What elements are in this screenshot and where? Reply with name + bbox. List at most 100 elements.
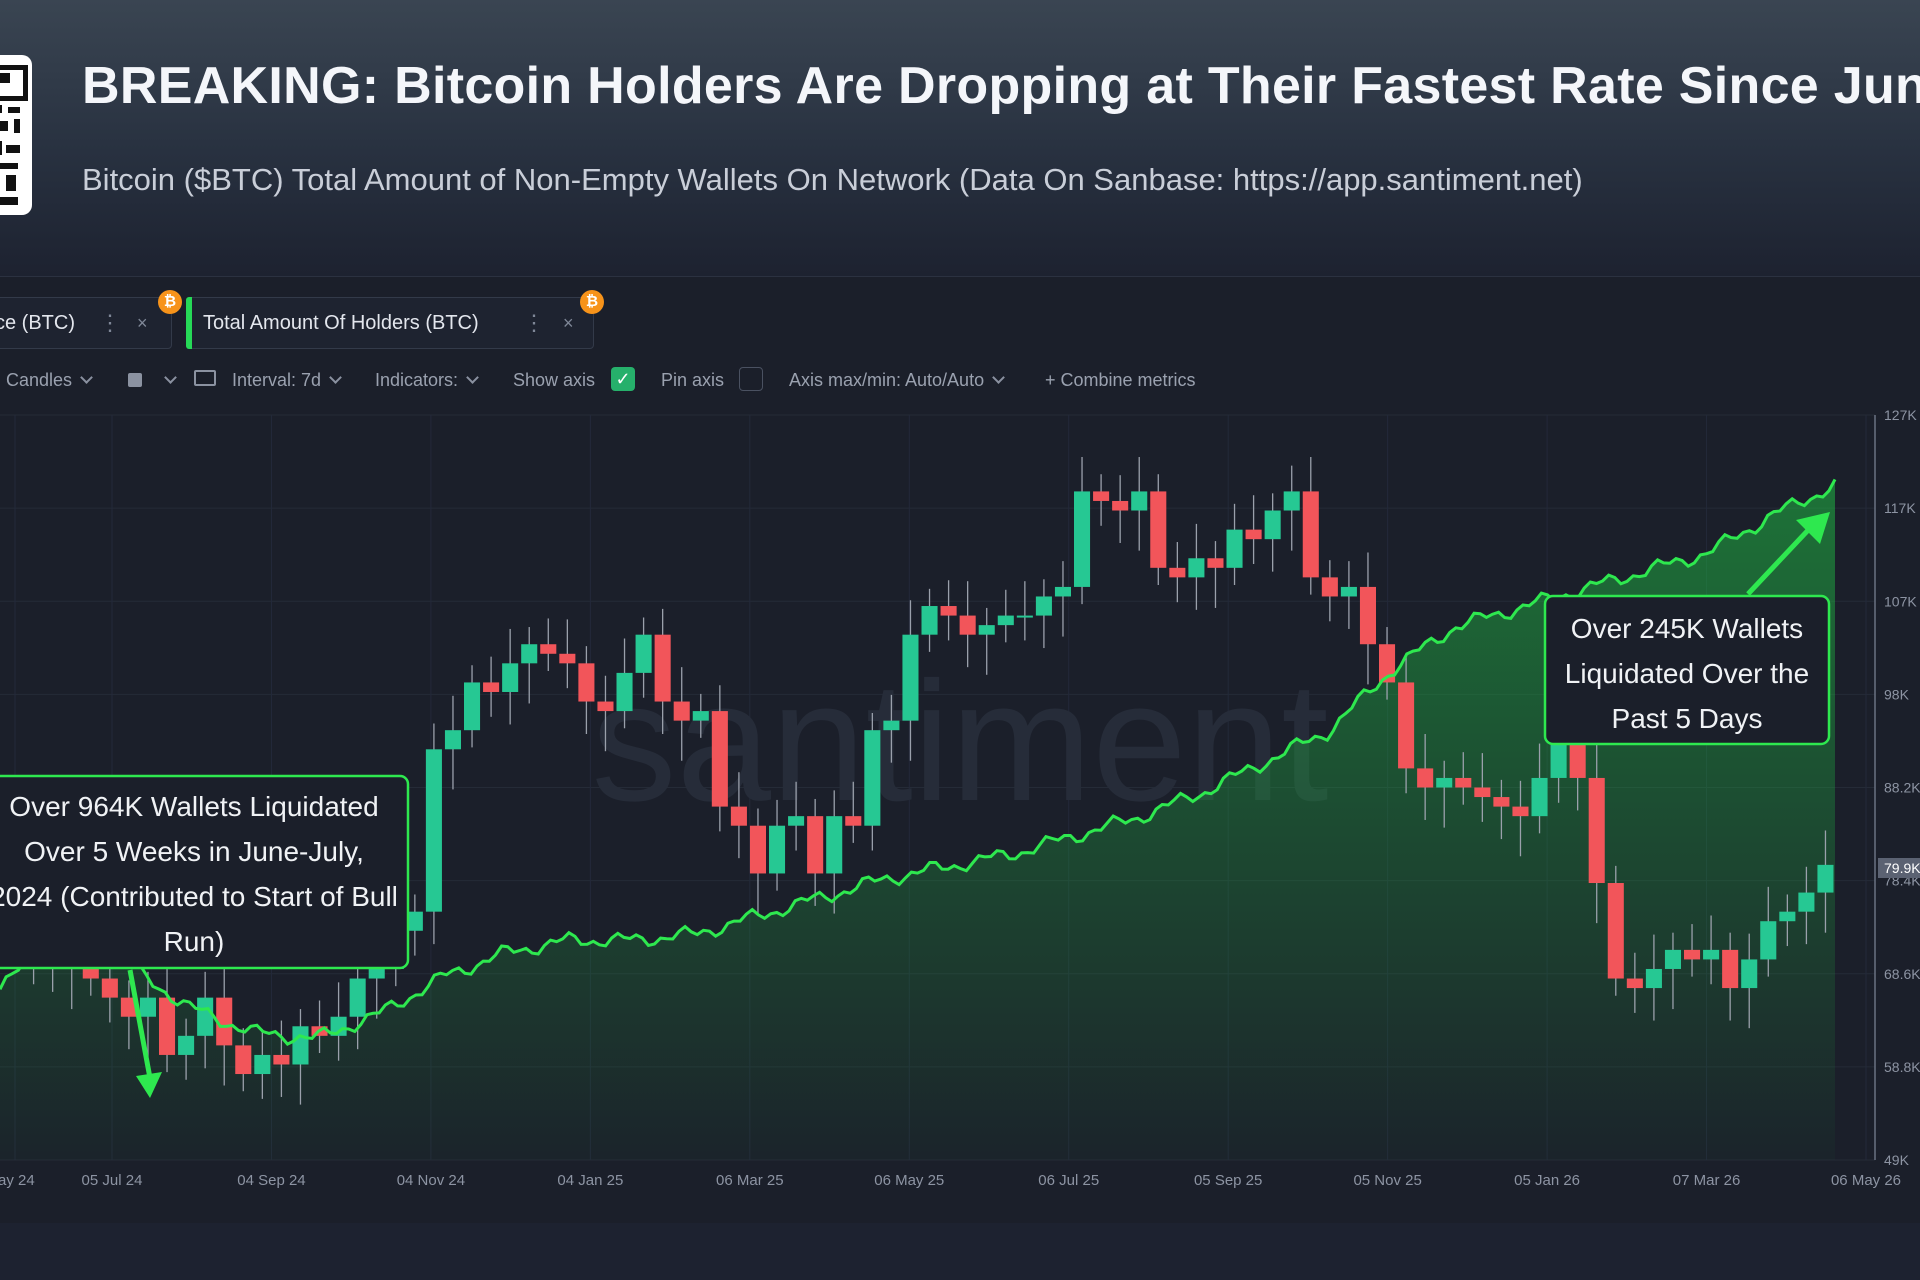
candle-up xyxy=(139,971,156,1057)
tab-total-holders-btc[interactable]: Total Amount Of Holders (BTC) ⋮ × xyxy=(186,297,594,349)
color-swatch[interactable] xyxy=(128,373,142,387)
candle-up xyxy=(444,695,461,790)
axis-range-label: Axis max/min: Auto/Auto xyxy=(789,370,985,390)
current-price-marker: 79.9K xyxy=(1878,858,1920,878)
tab-menu-icon[interactable]: ⋮ xyxy=(99,310,121,335)
holders-line xyxy=(0,478,1837,1046)
arrow-head-icon xyxy=(1796,512,1830,544)
annotation-text: Over 964K Wallets Liquidated Over 5 Week… xyxy=(0,791,398,957)
tab-label: ce (BTC) xyxy=(0,312,75,334)
price-candles xyxy=(6,457,1834,1105)
candle-down xyxy=(1093,474,1110,526)
candle-down xyxy=(1321,560,1338,622)
candle-up xyxy=(692,693,709,738)
chevron-down-icon xyxy=(80,371,93,384)
candle-down xyxy=(483,656,500,717)
color-dropdown[interactable] xyxy=(156,370,177,391)
candle-up xyxy=(1779,894,1796,947)
candle-up xyxy=(464,665,481,748)
candle-up xyxy=(902,600,919,761)
qr-code xyxy=(0,55,32,215)
price-tick-label: 127K xyxy=(1884,407,1917,423)
candle-down xyxy=(1474,753,1491,822)
page-title: BREAKING: Bitcoin Holders Are Dropping a… xyxy=(82,57,1920,115)
date-tick-label: 07 Mar 26 xyxy=(1673,1172,1741,1189)
pin-axis-checkbox[interactable] xyxy=(739,367,763,391)
chart-style-label: : Candles xyxy=(0,370,73,390)
annotation-arrow-up xyxy=(1746,524,1814,596)
indicators-dropdown[interactable]: Indicators: xyxy=(375,370,479,391)
candle-down xyxy=(654,608,671,735)
candle-down xyxy=(1302,457,1319,595)
candle-down xyxy=(1379,627,1396,700)
candle-down xyxy=(1169,542,1186,603)
candle-up xyxy=(997,589,1014,643)
holders-area xyxy=(0,479,1835,1160)
date-tick-label: 05 Jul 24 xyxy=(82,1172,143,1189)
chart-style-dropdown[interactable]: : Candles xyxy=(0,370,93,391)
candle-up xyxy=(1645,934,1662,1021)
interval-label: Interval: 7d xyxy=(232,370,322,390)
candle-down xyxy=(1245,495,1262,564)
candle-up xyxy=(349,961,366,1050)
date-tick-label: 04 Sep 24 xyxy=(237,1172,305,1189)
candle-up xyxy=(1226,503,1243,586)
candle-up xyxy=(197,971,214,1069)
candle-up xyxy=(1340,561,1357,629)
tab-label: Total Amount Of Holders (BTC) xyxy=(203,312,479,334)
date-tick-label: 04 Jan 25 xyxy=(557,1172,623,1189)
candle-down xyxy=(730,772,747,859)
candle-down xyxy=(1607,865,1624,996)
tab-menu-icon[interactable]: ⋮ xyxy=(523,310,545,335)
axis-range-dropdown[interactable]: Axis max/min: Auto/Auto xyxy=(789,370,1005,391)
candle-down xyxy=(1398,656,1415,794)
calendar-icon xyxy=(194,370,216,386)
tab-price-btc[interactable]: ce (BTC) ⋮ × xyxy=(0,297,172,349)
candle-up xyxy=(883,694,900,763)
candle-down xyxy=(749,808,766,914)
candle-up xyxy=(1035,579,1052,649)
interval-dropdown[interactable]: Interval: 7d xyxy=(232,370,342,391)
candle-down xyxy=(159,963,176,1073)
candle-up xyxy=(1741,933,1758,1029)
show-axis-checkbox[interactable]: ✓ xyxy=(611,367,635,391)
show-axis-label: Show axis xyxy=(513,370,596,390)
bitcoin-badge-icon: ₿ xyxy=(158,290,182,314)
active-tab-indicator xyxy=(186,297,192,349)
candle-up xyxy=(826,790,843,914)
candle-down xyxy=(807,798,824,906)
candle-up xyxy=(1664,932,1681,1010)
combine-metrics-button[interactable]: + Combine metrics xyxy=(1045,370,1196,390)
page-subtitle: Bitcoin ($BTC) Total Amount of Non-Empty… xyxy=(82,162,1583,197)
candle-down xyxy=(1417,734,1434,820)
close-icon[interactable]: × xyxy=(137,313,148,333)
candle-up xyxy=(1131,457,1148,551)
header: BREAKING: Bitcoin Holders Are Dropping a… xyxy=(0,0,1920,276)
date-tick-label: 04 Nov 24 xyxy=(397,1172,465,1189)
annotation-past-5-days: Over 245K Wallets Liquidated Over the Pa… xyxy=(1543,512,1831,746)
candle-down xyxy=(120,980,137,1050)
candle-down xyxy=(673,667,690,761)
price-tick-label: 107K xyxy=(1884,593,1917,609)
chevron-down-icon xyxy=(329,371,342,384)
price-tick-label: 117K xyxy=(1884,500,1916,516)
price-tick-label: 88.2K xyxy=(1884,780,1920,796)
price-tick-label: 58.8K xyxy=(1884,1059,1920,1075)
candle-down xyxy=(597,675,614,752)
candle-down xyxy=(845,781,862,843)
close-icon[interactable]: × xyxy=(563,313,574,333)
candle-up xyxy=(1817,830,1834,933)
candle-up xyxy=(330,982,347,1061)
arrow-head-icon xyxy=(136,1072,162,1098)
current-price-label: 79.9K xyxy=(1884,860,1920,876)
date-tick-label: 06 Mar 25 xyxy=(716,1172,784,1189)
candle-down xyxy=(235,1028,252,1092)
candle-up xyxy=(1798,866,1815,945)
date-tick-label: 06 May 25 xyxy=(874,1172,944,1189)
candle-down xyxy=(273,1020,290,1097)
candle-up xyxy=(1016,581,1033,641)
annotation-june-july: Over 964K Wallets Liquidated Over 5 Week… xyxy=(0,774,410,1098)
candle-down xyxy=(1626,952,1643,1013)
annotation-arrow-down xyxy=(127,969,153,1079)
